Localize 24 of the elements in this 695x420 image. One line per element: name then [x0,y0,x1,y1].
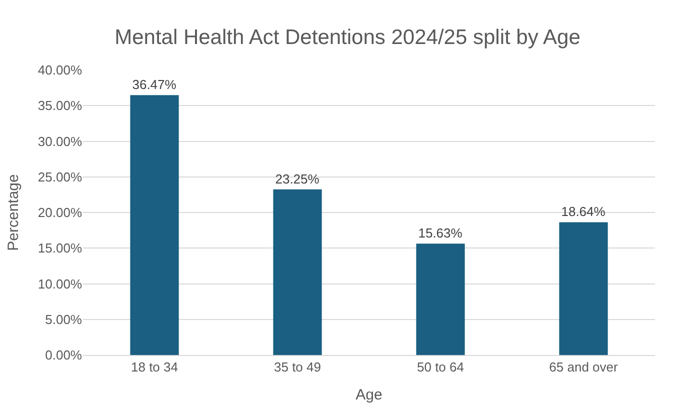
y-tick-label: 20.00% [38,205,82,220]
y-tick-label: 5.00% [45,312,82,327]
y-tick-label: 25.00% [38,169,82,184]
y-axis-title: Percentage [5,174,22,251]
bar [416,244,465,355]
data-label: 18.64% [561,204,606,220]
x-tick-label: 65 and over [549,360,618,375]
data-label: 15.63% [418,226,463,241]
bar [273,189,322,355]
y-tick-label: 40.00% [38,62,82,78]
y-tick-label: 10.00% [38,276,82,292]
y-tick-label: 35.00% [38,98,82,114]
x-tick-label: 18 to 34 [131,360,178,375]
x-tick-label: 50 to 64 [417,360,464,375]
x-tick-label: 35 to 49 [274,360,321,375]
bar [130,95,179,355]
bar [559,222,608,355]
y-tick-label: 15.00% [38,240,82,256]
data-label: 23.25% [275,171,320,186]
y-tick-label: 30.00% [38,134,82,149]
chart-title: Mental Health Act Detentions 2024/25 split by Age [114,26,580,50]
x-axis-title: Age [356,386,382,404]
y-tick-label: 0.00% [45,348,82,363]
data-label: 36.47% [132,77,177,92]
